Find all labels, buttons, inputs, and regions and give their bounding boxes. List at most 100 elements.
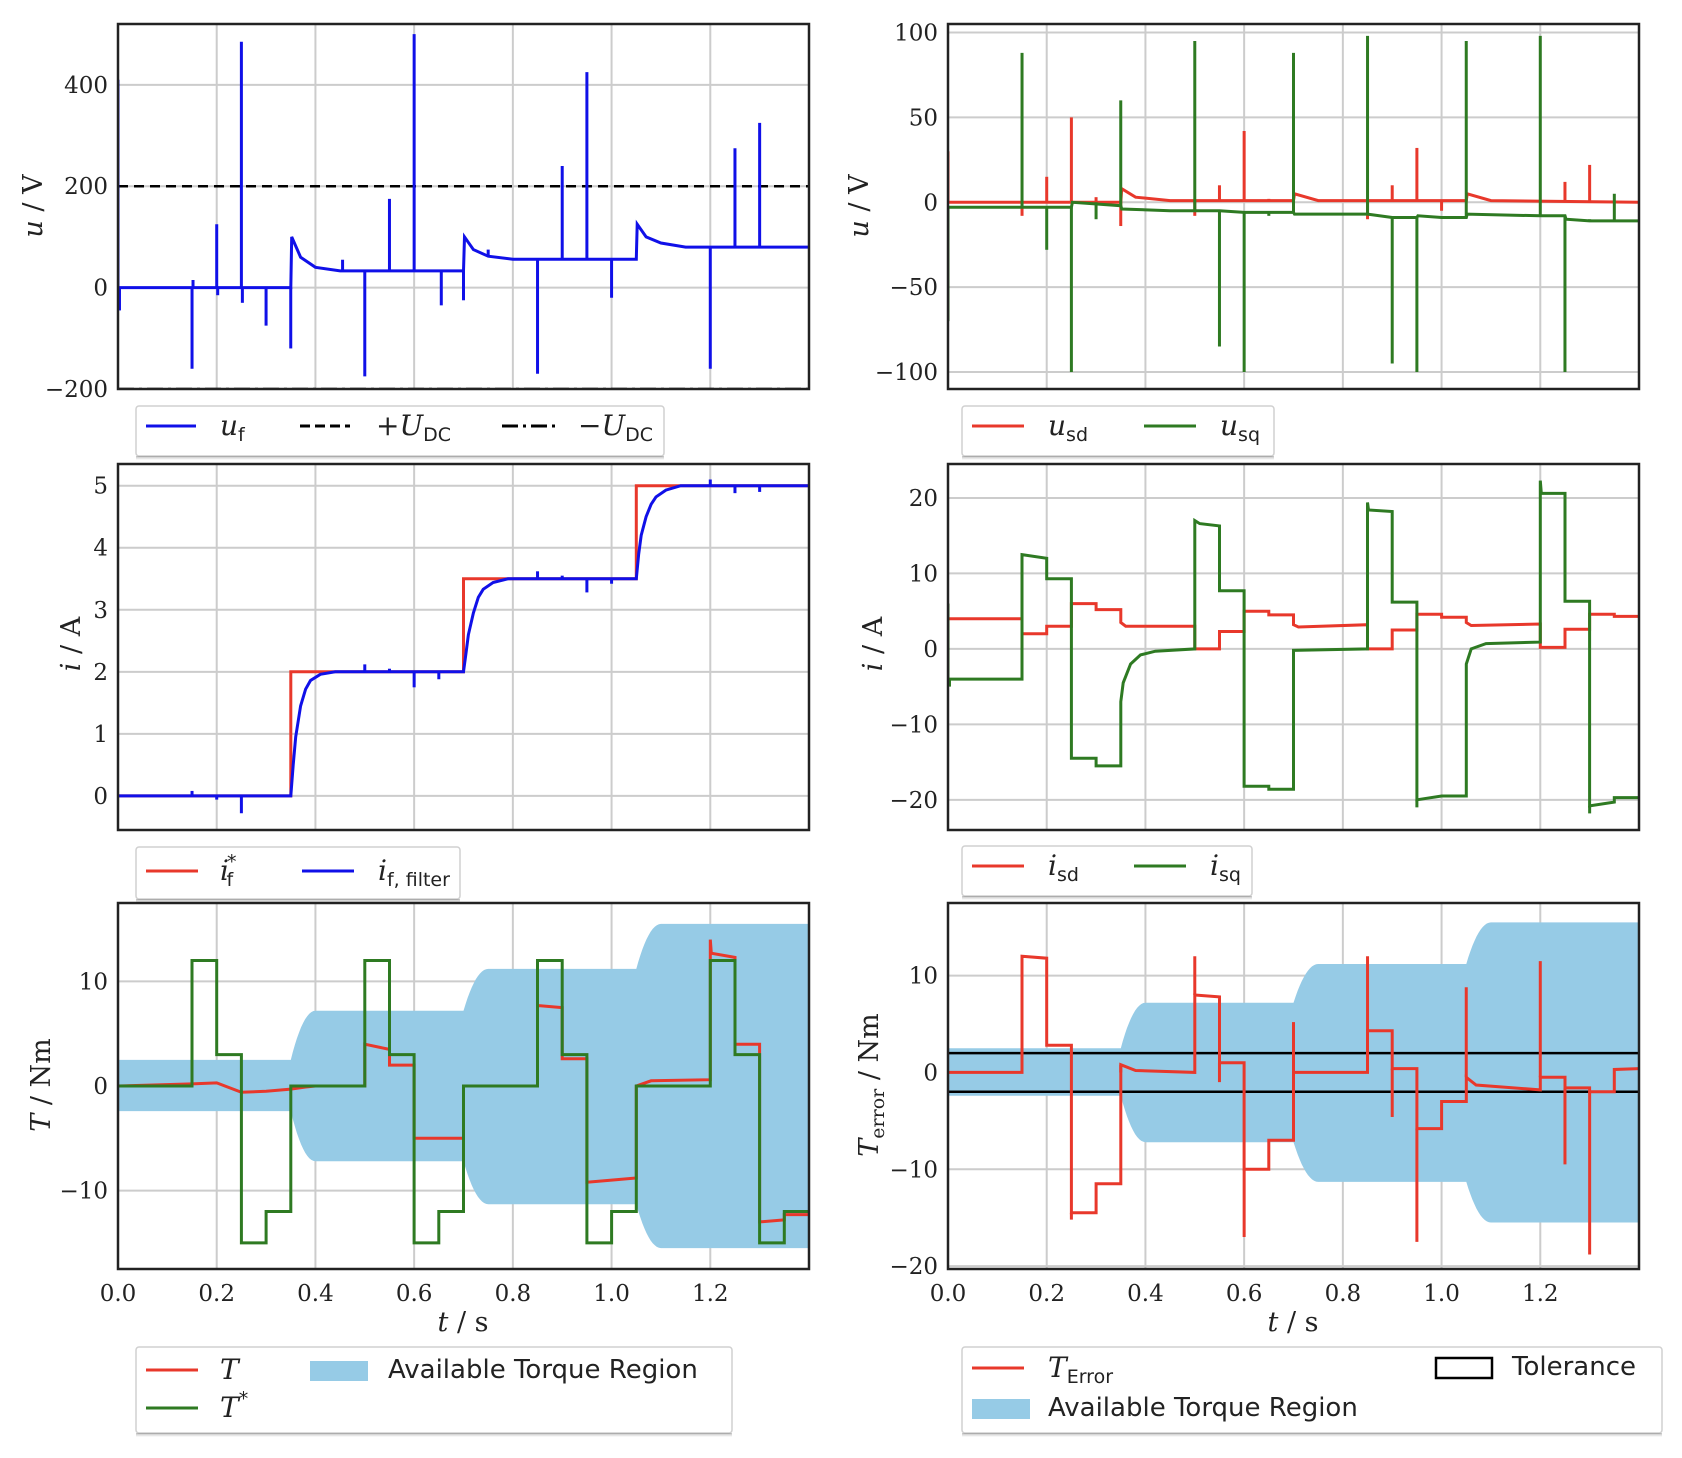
series-uf-line xyxy=(118,219,809,290)
panel-torque: −10 0 10 0.0 0.2 0.4 0.6 0.8 1.0 1.2 xyxy=(59,901,811,1307)
axes-frame xyxy=(946,22,1641,391)
y-tick-label: 0 xyxy=(93,1074,108,1100)
xlabel-time-left: t / s xyxy=(438,1307,489,1338)
legend-label-usd: usd xyxy=(1048,409,1088,446)
axes-frame xyxy=(116,462,811,832)
series-uf xyxy=(118,34,809,377)
y-tick-label: 1 xyxy=(93,722,108,748)
y-tick-label: −10 xyxy=(59,1179,108,1205)
plot-area xyxy=(118,24,809,389)
y-tick-label: 0 xyxy=(923,190,938,216)
x-tick-label: 0.6 xyxy=(396,1281,433,1307)
y-tick-label: −10 xyxy=(889,712,938,738)
series-isd-line xyxy=(948,602,1639,651)
x-tick-label: 0.2 xyxy=(198,1281,235,1307)
ylabel-torque-error: Terror / Nm xyxy=(854,1013,889,1156)
series-iffilter-line xyxy=(118,484,809,798)
panel-stator-current: −20 −10 0 10 20 xyxy=(889,462,1641,832)
ylabel-field-current: i / A xyxy=(56,616,87,671)
y-tick-label: 3 xyxy=(93,598,108,624)
legend-torque: T T* Available Torque Region xyxy=(135,1346,733,1437)
x-tick-label: 0.8 xyxy=(1325,1281,1362,1307)
legend-label-isd: isd xyxy=(1048,849,1079,886)
y-tick-label: 200 xyxy=(64,174,108,200)
y-tick-label: −200 xyxy=(45,377,108,403)
y-tick-label: 400 xyxy=(64,73,108,99)
panel-stator-voltage: −100 −50 0 50 100 xyxy=(875,20,1641,391)
ylabel-field-voltage: u / V xyxy=(18,174,49,238)
legend-label-minus-udc: −UDC xyxy=(578,409,653,446)
x-tick-label: 0.4 xyxy=(297,1281,334,1307)
series-isq xyxy=(948,480,1639,814)
legend-field-current: i* f if, filter xyxy=(135,846,461,903)
series-isq-line xyxy=(948,480,1639,808)
axes-frame xyxy=(116,22,811,391)
series-if xyxy=(118,484,809,798)
y-tick-label: −20 xyxy=(889,788,938,814)
y-tick-label: −50 xyxy=(889,275,938,301)
y-tick-label: 0 xyxy=(93,276,108,302)
legend-label-plus-udc: +UDC xyxy=(376,409,451,446)
series-iffilter xyxy=(118,479,809,814)
y-tick-label: 50 xyxy=(909,105,938,131)
x-tick-label: 1.2 xyxy=(692,1281,729,1307)
x-tick-label: 1.2 xyxy=(1522,1281,1559,1307)
y-tick-label: 4 xyxy=(93,536,108,562)
legend-label-T-ref: T* xyxy=(220,1388,248,1424)
y-tick-label: 5 xyxy=(93,474,108,500)
x-tick-label: 0.0 xyxy=(930,1281,967,1307)
legend-swatch-region-err xyxy=(972,1399,1030,1419)
series-usq xyxy=(948,35,1639,373)
legend-label-T: T xyxy=(220,1353,241,1386)
series-terror-line xyxy=(948,954,1639,1215)
ylabel-torque: T / Nm xyxy=(26,1038,57,1132)
legend-label-if-filter: if, filter xyxy=(378,854,450,891)
axes-frame xyxy=(116,901,811,1271)
y-tick-label: 0 xyxy=(923,1060,938,1086)
y-tick-label: −100 xyxy=(875,360,938,386)
axes-frame xyxy=(946,462,1641,832)
legend-field-voltage: uf +UDC −UDC xyxy=(135,405,665,460)
y-tick-label: 10 xyxy=(909,964,938,990)
x-tick-label: 0.2 xyxy=(1028,1281,1065,1307)
legend-label-tolerance: Tolerance xyxy=(1511,1352,1636,1382)
legend-label-region: Available Torque Region xyxy=(388,1355,698,1385)
x-tick-label: 0.8 xyxy=(495,1281,532,1307)
grid xyxy=(947,464,1639,830)
series-t-line xyxy=(118,959,809,1245)
y-tick-label: 0 xyxy=(923,637,938,663)
legend-label-isq: isq xyxy=(1210,849,1241,886)
legend-label-region-err: Available Torque Region xyxy=(1048,1393,1358,1423)
series-t xyxy=(118,959,809,1245)
legend-swatch-region xyxy=(310,1361,368,1381)
xlabel-time-right: t / s xyxy=(1268,1307,1319,1338)
series-isd xyxy=(948,602,1639,651)
x-tick-label: 0.0 xyxy=(100,1281,137,1307)
legend-label-uf: uf xyxy=(220,409,246,446)
ylabel-stator-voltage: u / V xyxy=(844,174,875,238)
legend-label-T-error: TError xyxy=(1048,1351,1113,1388)
panel-field-voltage: −200 0 200 400 xyxy=(45,22,811,403)
x-tick-label: 1.0 xyxy=(593,1281,630,1307)
y-tick-label: −20 xyxy=(889,1254,938,1280)
panel-field-current: 0 1 2 3 4 5 xyxy=(93,462,811,832)
legend-label-if-ref: i* f xyxy=(220,851,236,891)
legend-label-usq: usq xyxy=(1220,409,1260,446)
legend-stator-voltage: usd usq xyxy=(961,405,1275,460)
y-tick-label: 20 xyxy=(909,486,938,512)
axes-frame xyxy=(946,901,1641,1271)
series-if-line xyxy=(118,484,809,798)
x-tick-label: 1.0 xyxy=(1423,1281,1460,1307)
ylabel-stator-current: i / A xyxy=(858,616,889,671)
series-terror xyxy=(948,954,1639,1255)
panel-torque-error: −20 −10 0 10 0.0 0.2 0.4 0.6 0.8 1.0 1.2 xyxy=(889,901,1641,1307)
y-tick-label: 10 xyxy=(79,969,108,995)
y-tick-label: 0 xyxy=(93,784,108,810)
y-tick-label: 2 xyxy=(93,660,108,686)
legend-torque-error: TError Available Torque Region Tolerance xyxy=(961,1346,1663,1437)
y-tick-label: 10 xyxy=(909,561,938,587)
y-tick-label: 100 xyxy=(894,20,938,46)
x-tick-label: 0.4 xyxy=(1127,1281,1164,1307)
series-usq-line xyxy=(948,200,1639,223)
